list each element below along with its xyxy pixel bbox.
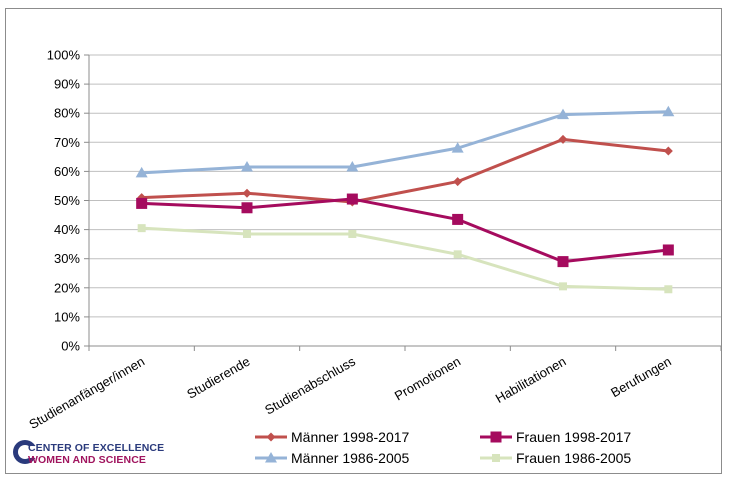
data-point <box>662 244 674 256</box>
data-point <box>451 142 464 153</box>
logo-line-1: CENTER OF EXCELLENCE <box>28 442 165 454</box>
y-tick-label: 0% <box>61 339 80 354</box>
legend-label: Männer 1986-2005 <box>291 450 410 466</box>
y-tick-label: 80% <box>54 106 80 121</box>
logo-line-2: WOMEN AND SCIENCE <box>28 454 146 466</box>
cews-logo-icon <box>13 440 39 464</box>
y-tick-label: 90% <box>54 77 80 92</box>
series-line <box>140 110 670 175</box>
data-point <box>558 134 568 144</box>
data-point <box>243 229 251 238</box>
cews-logo: CENTER OF EXCELLENCE WOMEN AND SCIENCE <box>12 437 164 471</box>
y-tick-label: 100% <box>47 48 81 63</box>
data-point <box>559 282 567 291</box>
x-tick-label: Berufungen <box>608 354 674 401</box>
data-point <box>136 197 148 209</box>
data-point <box>453 250 462 259</box>
data-point <box>557 108 569 120</box>
data-point <box>662 105 675 117</box>
series-line <box>140 137 670 204</box>
legend-marker <box>492 454 500 462</box>
x-tick-label: Studienanfänger/innen <box>26 354 147 432</box>
x-tick-label: Studienabschluss <box>262 353 358 417</box>
data-point <box>452 213 464 225</box>
legend-label: Frauen 1986-2005 <box>516 450 631 466</box>
data-point <box>241 202 253 214</box>
x-tick-label: Habilitationen <box>493 354 569 406</box>
data-point <box>453 177 463 187</box>
y-tick-label: 10% <box>54 309 80 324</box>
series-line <box>140 197 670 264</box>
y-tick-label: 30% <box>54 251 80 266</box>
y-tick-label: 70% <box>54 135 80 150</box>
y-tick-label: 20% <box>54 280 80 295</box>
y-tick-label: 50% <box>54 193 80 208</box>
data-point <box>242 188 252 198</box>
legend-marker <box>265 452 277 463</box>
legend-label: Frauen 1998-2017 <box>516 429 631 445</box>
data-point <box>137 224 146 233</box>
data-point <box>663 146 673 156</box>
data-point <box>348 229 357 238</box>
data-point <box>346 161 359 172</box>
data-point <box>346 193 358 205</box>
data-point <box>557 256 569 268</box>
data-point <box>241 161 253 172</box>
legend-label: Männer 1998-2017 <box>291 429 410 445</box>
y-tick-label: 60% <box>54 164 80 179</box>
data-point <box>664 285 673 294</box>
chart-frame <box>5 8 722 474</box>
series-line <box>140 226 670 291</box>
legend-marker <box>266 432 276 442</box>
y-tick-label: 40% <box>54 222 80 237</box>
x-tick-label: Studierende <box>184 354 252 402</box>
x-tick-label: Promotionen <box>392 354 463 404</box>
legend-marker <box>490 431 502 443</box>
data-point <box>135 166 148 178</box>
